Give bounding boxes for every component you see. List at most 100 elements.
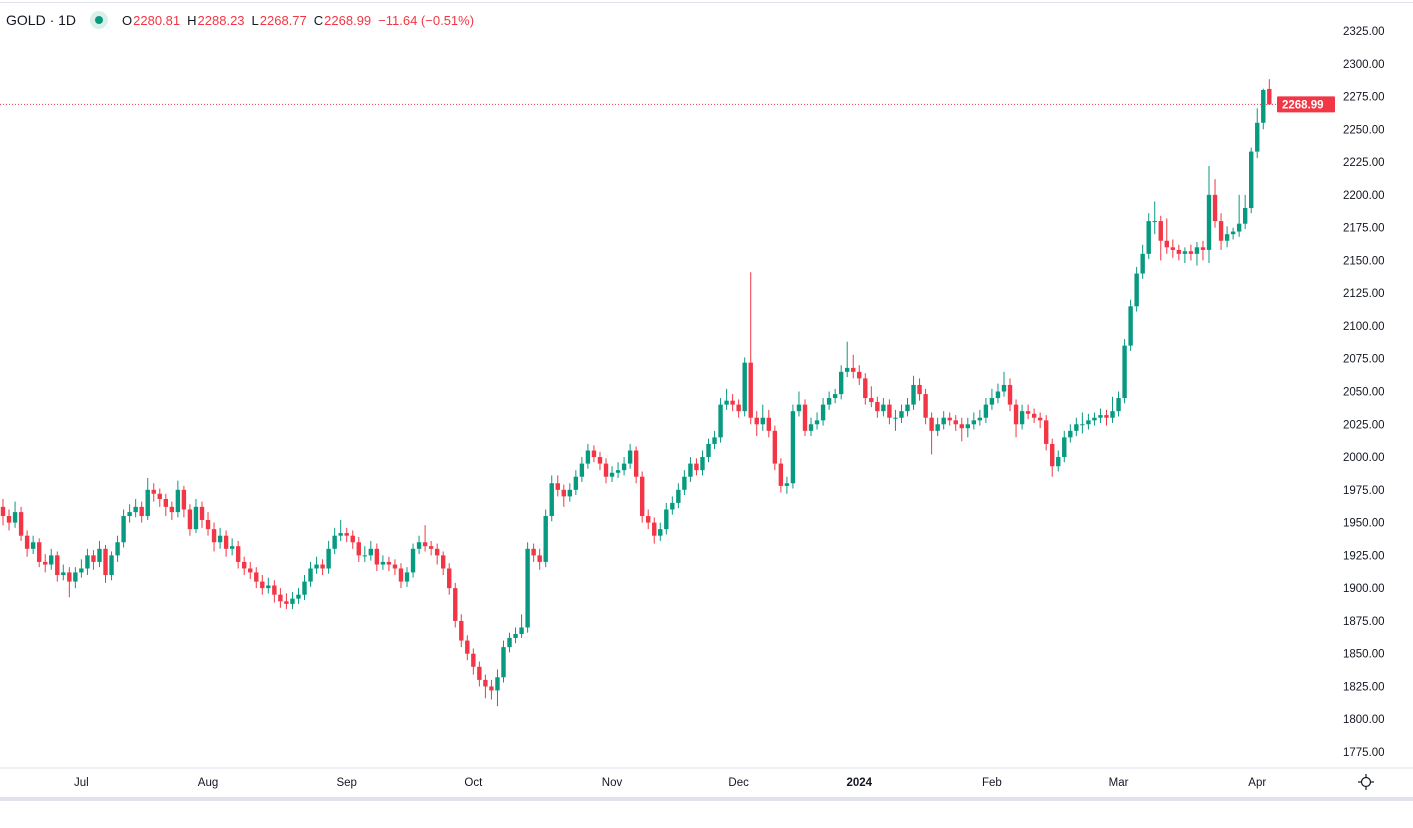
candle — [911, 375, 916, 410]
candle-body — [471, 653, 476, 667]
candle — [1092, 412, 1097, 426]
candle — [43, 554, 48, 573]
candle — [1122, 339, 1127, 404]
candle — [706, 438, 711, 463]
candle-body — [585, 450, 591, 464]
candle — [284, 593, 289, 610]
candle — [658, 522, 663, 541]
candle — [416, 535, 422, 555]
price-tick-label: 1950.00 — [1343, 518, 1385, 530]
high-value: 2288.23 — [197, 12, 245, 28]
candle-body — [1086, 420, 1091, 425]
candle — [917, 378, 922, 401]
candle-body — [229, 546, 235, 549]
candle — [266, 577, 271, 594]
candle-body — [1080, 424, 1085, 426]
candle-body — [953, 420, 958, 425]
candle — [1182, 247, 1188, 264]
candle — [875, 396, 880, 418]
candle — [1098, 408, 1103, 423]
candle — [1116, 391, 1121, 417]
candle — [49, 548, 54, 570]
candle-body — [1158, 221, 1163, 241]
candle-body — [567, 489, 573, 497]
candle — [1080, 412, 1085, 434]
low-label: L — [251, 12, 259, 28]
candle — [627, 443, 633, 469]
candle — [1001, 371, 1007, 397]
candle — [1242, 194, 1248, 229]
candle — [223, 530, 229, 557]
candle-body — [392, 564, 398, 569]
candle-body — [579, 463, 585, 477]
candle-body — [1056, 457, 1061, 467]
candle-body — [995, 391, 1001, 399]
candle-body — [863, 378, 868, 399]
candle — [79, 559, 84, 578]
candle — [1043, 415, 1049, 451]
candle-body — [495, 677, 500, 691]
candle-body — [314, 564, 319, 569]
price-tick-label: 1825.00 — [1343, 681, 1385, 693]
gear-icon[interactable] — [1357, 773, 1375, 791]
candle — [483, 674, 488, 699]
candle — [410, 543, 416, 578]
candle — [404, 567, 410, 587]
market-status-icon[interactable] — [90, 11, 109, 29]
time-tick-label: Jul — [74, 777, 89, 789]
candle — [278, 588, 283, 608]
candle — [537, 548, 542, 570]
candle-body — [525, 548, 530, 628]
time-tick-label: 2024 — [846, 777, 872, 789]
candle-body — [1224, 234, 1230, 241]
candle-body — [639, 476, 645, 517]
candle — [869, 386, 874, 408]
candle-body — [296, 594, 301, 599]
candle-body — [1267, 88, 1272, 105]
candle-body — [941, 417, 946, 425]
candle — [591, 445, 597, 463]
candle-body — [1019, 411, 1025, 425]
candle — [187, 504, 193, 536]
candle — [652, 517, 657, 544]
candle — [362, 546, 367, 562]
candle-body — [1128, 306, 1133, 346]
candle-body — [826, 398, 832, 405]
candle-body — [766, 417, 772, 431]
candle-body — [1062, 437, 1067, 458]
candle — [772, 425, 778, 471]
symbol-title[interactable]: GOLD · 1D — [6, 12, 77, 28]
candle-body — [1031, 413, 1037, 418]
candle-body — [326, 548, 331, 569]
price-tick-label: 1975.00 — [1343, 485, 1385, 497]
time-axis: Jul Aug Sep Oct Nov Dec 2024 Feb Mar Apr — [74, 777, 1266, 789]
candle — [603, 458, 609, 484]
candle — [67, 567, 72, 598]
candle — [802, 399, 808, 437]
candle-body — [49, 555, 54, 565]
candle — [893, 409, 898, 431]
candle-body — [1249, 151, 1254, 208]
candle — [133, 498, 138, 518]
candle-body — [1200, 247, 1206, 250]
candle-body — [248, 568, 253, 573]
candle-body — [422, 542, 428, 547]
candle — [670, 496, 675, 515]
bottom-panel-divider[interactable] — [0, 797, 1413, 801]
candle-body — [43, 561, 48, 565]
candle — [1140, 244, 1145, 279]
candle-body — [139, 506, 144, 517]
candle-body — [1194, 247, 1200, 254]
candle-body — [1025, 411, 1031, 414]
candle-body — [242, 561, 247, 569]
candle — [1261, 88, 1266, 130]
candle — [447, 563, 452, 595]
candle-body — [428, 546, 434, 549]
candle — [193, 498, 199, 534]
candle-body — [109, 555, 114, 576]
candle-body — [965, 424, 970, 429]
candle — [24, 530, 30, 557]
time-tick-label: Dec — [728, 777, 749, 789]
candle-body — [531, 548, 536, 556]
